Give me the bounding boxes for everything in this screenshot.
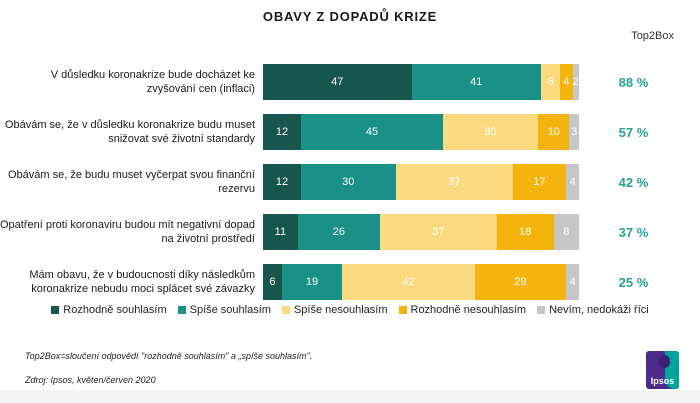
legend-label: Nevím, nedokáži říci — [549, 304, 649, 316]
chart-row: Opatření proti koronaviru budou mít nega… — [0, 207, 700, 257]
legend-swatch — [51, 306, 60, 314]
bar-segment: 17 — [512, 164, 567, 200]
top2box-value: 42 % — [618, 174, 649, 190]
category-label: Obávám se, že budu muset vyčerpat svou f… — [7, 168, 255, 195]
bar-segment: 10 — [537, 114, 570, 150]
segment-value-label: 41 — [470, 76, 483, 88]
segment-value-label: 47 — [331, 76, 344, 88]
chart-row: Mám obavu, že v budoucnosti díky následk… — [0, 257, 700, 307]
legend-label: Spíše nesouhlasím — [293, 304, 388, 316]
logo-face-icon — [659, 355, 670, 368]
top2box-header: Top2Box — [631, 30, 674, 42]
stacked-bar: 12 45 30 10 3 — [263, 114, 579, 150]
segment-value-label: 2 — [572, 76, 579, 88]
bar-segment: 12 — [263, 164, 301, 200]
category-label: Mám obavu, že v budoucnosti díky následk… — [29, 268, 255, 295]
bar-segment: 30 — [300, 164, 396, 200]
bar-segment: 37 — [379, 214, 497, 250]
source-note: Zdroj: Ipsos, květen/červen 2020 — [25, 375, 156, 385]
segment-value-label: 12 — [275, 176, 289, 188]
segment-value-label: 30 — [342, 176, 355, 188]
segment-value-label: 37 — [448, 176, 461, 188]
chart-title: OBAVY Z DOPADŮ KRIZE — [262, 9, 438, 24]
legend-item: Rozhodně souhlasím — [51, 304, 167, 316]
stacked-bar: 6 19 42 29 4 — [263, 264, 579, 300]
legend-swatch — [537, 306, 546, 314]
legend-label: Rozhodně nesouhlasím — [410, 304, 527, 316]
top2box-value: 25 % — [618, 274, 649, 290]
chart-row: Obávám se, že v důsledku koronakrize bud… — [0, 107, 700, 157]
chart-row: V důsledku koronakrize bude docházet ke … — [0, 57, 700, 107]
segment-value-label: 6 — [547, 76, 554, 88]
legend-label: Spíše souhlasím — [189, 304, 271, 316]
bar-segment: 30 — [443, 114, 538, 150]
bar-segment: 45 — [300, 114, 444, 150]
legend-item: Spíše nesouhlasím — [281, 304, 388, 316]
segment-value-label: 10 — [547, 126, 560, 138]
bar-segment: 47 — [263, 64, 412, 100]
segment-value-label: 4 — [569, 176, 576, 188]
bar-segment: 4 — [566, 164, 579, 200]
segment-value-label: 4 — [569, 276, 576, 288]
segment-value-label: 4 — [563, 76, 570, 88]
segment-value-label: 37 — [432, 226, 445, 238]
segment-value-label: 8 — [563, 226, 570, 238]
top2box-footnote: Top2Box=sloučení odpovědí "rozhodně souh… — [25, 351, 313, 361]
bar-segment: 11 — [263, 214, 298, 250]
legend-swatch — [398, 306, 407, 314]
category-label: Obávám se, že v důsledku koronakrize bud… — [4, 118, 255, 145]
legend-item: Rozhodně nesouhlasím — [398, 304, 527, 316]
bar-segment: 29 — [474, 264, 567, 300]
segment-value-label: 30 — [484, 126, 497, 138]
bar-segment: 6 — [263, 264, 282, 300]
bar-segment: 41 — [411, 64, 542, 100]
bar-segment: 4 — [566, 264, 579, 300]
segment-value-label: 12 — [275, 126, 289, 138]
legend-swatch — [177, 306, 186, 314]
stacked-bar: 47 41 6 4 2 — [263, 64, 579, 100]
segment-value-label: 3 — [571, 126, 578, 138]
bar-segment: 8 — [553, 214, 579, 250]
category-label: Opatření proti koronaviru budou mít nega… — [0, 218, 255, 245]
category-label: V důsledku koronakrize bude docházet ke … — [50, 68, 255, 95]
segment-value-label: 29 — [514, 276, 527, 288]
chart-legend: Rozhodně souhlasím Spíše souhlasím Spíše n… — [0, 304, 700, 316]
bar-segment: 3 — [569, 114, 579, 150]
bar-segment: 2 — [572, 64, 579, 100]
top2box-value: 88 % — [618, 74, 649, 90]
segment-value-label: 18 — [519, 226, 532, 238]
bar-segment: 19 — [281, 264, 342, 300]
segment-value-label: 6 — [269, 276, 276, 288]
stacked-bar: 12 30 37 17 4 — [263, 164, 579, 200]
segment-value-label: 11 — [274, 226, 287, 238]
segment-value-label: 26 — [332, 226, 345, 238]
segment-value-label: 19 — [305, 276, 319, 288]
bottom-strip — [0, 390, 700, 403]
bar-segment: 42 — [341, 264, 475, 300]
bar-segment: 6 — [541, 64, 561, 100]
ipsos-logo: Ipsos — [646, 351, 679, 389]
legend-swatch — [281, 306, 290, 314]
segment-value-label: 42 — [402, 276, 415, 288]
top2box-value: 37 % — [618, 224, 649, 240]
bar-segment: 18 — [496, 214, 554, 250]
top2box-value: 57 % — [618, 124, 649, 140]
logo-text: Ipsos — [650, 376, 675, 386]
segment-value-label: 17 — [533, 176, 546, 188]
segment-value-label: 45 — [365, 126, 379, 138]
bar-segment: 37 — [395, 164, 513, 200]
chart-row: Obávám se, že budu muset vyčerpat svou f… — [0, 157, 700, 207]
bar-segment: 26 — [297, 214, 380, 250]
legend-item: Nevím, nedokáži říci — [537, 304, 649, 316]
stacked-bar: 11 26 37 18 8 — [263, 214, 579, 250]
legend-label: Rozhodně souhlasím — [63, 304, 167, 316]
chart-area: V důsledku koronakrize bude docházet ke … — [0, 57, 700, 307]
bar-segment: 4 — [560, 64, 573, 100]
legend-item: Spíše souhlasím — [177, 304, 271, 316]
bar-segment: 12 — [263, 114, 301, 150]
